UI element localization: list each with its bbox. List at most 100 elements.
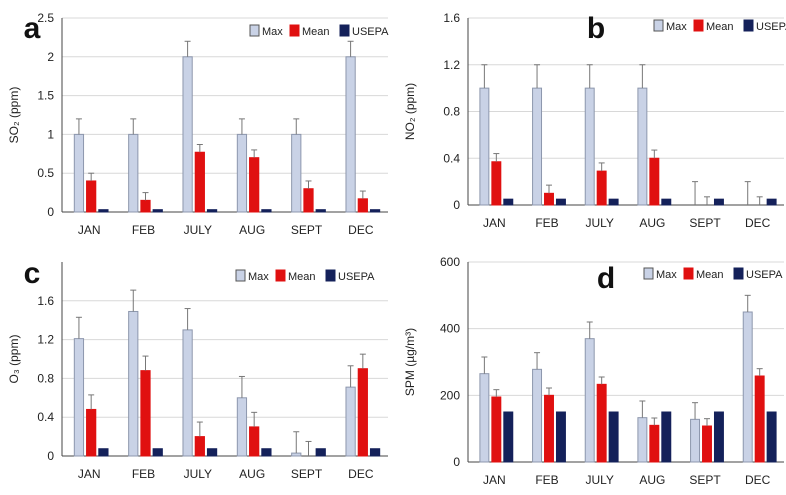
bar-usepa-jan (98, 209, 109, 213)
bar-usepa-aug (661, 411, 672, 463)
bar-mean-feb (544, 394, 554, 463)
bar-max-sept (291, 133, 302, 213)
legend-swatch-usepa (325, 269, 336, 282)
legend-swatch-max (235, 269, 246, 282)
legend-label-mean: Mean (302, 26, 330, 38)
legend-label-max: Max (656, 269, 677, 281)
panel-letter: d (597, 262, 615, 295)
y-tick-label: 0.4 (37, 410, 54, 424)
legend-label-usepa: USEPA (352, 26, 389, 38)
x-tick-label: JAN (483, 216, 506, 230)
bar-usepa-july (608, 198, 619, 206)
y-tick-label: 0 (47, 205, 54, 219)
legend-swatch-mean (275, 269, 286, 282)
bar-usepa-sept (315, 448, 326, 457)
bar-max-july (584, 87, 595, 206)
bar-max-jan (479, 373, 490, 463)
x-tick-label: AUG (639, 473, 665, 487)
bar-usepa-dec (766, 198, 777, 206)
panel-letter: a (24, 12, 41, 45)
bar-mean-jan (86, 408, 97, 457)
bar-mean-july (596, 383, 607, 463)
bar-max-july (584, 338, 595, 463)
legend: Max Mean USEPA (235, 269, 375, 283)
bar-usepa-jan (98, 448, 109, 457)
bar-max-dec (742, 311, 753, 463)
bar-max-feb (128, 310, 139, 457)
bar-usepa-dec (766, 411, 777, 463)
bar-max-feb (532, 87, 543, 206)
y-tick-label: 0.4 (443, 151, 460, 165)
bar-mean-feb (140, 370, 151, 457)
y-tick-label: 1.2 (443, 58, 460, 72)
y-axis-label: O₃ (ppm) (7, 335, 21, 384)
y-tick-label: 1.5 (37, 89, 54, 103)
y-tick-label: 600 (440, 255, 460, 269)
y-tick-label: 0.8 (443, 105, 460, 119)
x-tick-label: JULY (184, 467, 212, 481)
y-tick-label: 200 (440, 388, 460, 402)
legend: Max Mean USEPA (249, 24, 389, 38)
bar-mean-july (194, 436, 205, 457)
x-tick-label: JULY (184, 223, 212, 237)
legend-swatch-max (249, 24, 260, 37)
legend: Max Mean USEPA (653, 19, 786, 33)
x-tick-label: AUG (239, 223, 265, 237)
x-tick-label: SEPT (689, 216, 721, 230)
bar-mean-jan (491, 396, 502, 463)
bar-mean-july (596, 170, 607, 206)
bar-usepa-feb (152, 209, 163, 213)
bar-mean-aug (649, 157, 660, 206)
x-tick-label: AUG (639, 216, 665, 230)
bar-mean-dec (357, 198, 368, 213)
bar-usepa-dec (369, 209, 381, 213)
x-tick-label: FEB (535, 216, 558, 230)
y-tick-label: 0 (47, 449, 54, 463)
x-tick-label: JAN (483, 473, 506, 487)
y-axis-label: SO₂ (ppm) (7, 87, 21, 144)
bar-max-sept (690, 418, 701, 463)
x-tick-label: JULY (585, 216, 613, 230)
y-tick-label: 1.6 (443, 11, 460, 25)
x-tick-label: SEPT (291, 223, 323, 237)
chart-panel-d: 0 200 400 600 SPM (µg/m³) JAN FEB JULY AUG SEPT DE… (403, 255, 784, 487)
legend-label-mean: Mean (288, 271, 316, 283)
bar-mean-aug (649, 424, 660, 463)
legend-label-max: Max (248, 271, 269, 283)
y-tick-label: 0.5 (37, 166, 54, 180)
x-tick-label: SEPT (689, 473, 721, 487)
legend-swatch-mean (683, 267, 694, 280)
bar-mean-dec (754, 375, 765, 463)
y-tick-label: 0.8 (37, 371, 54, 385)
bar-mean-sept (303, 188, 314, 213)
y-tick-label: 0 (453, 455, 460, 469)
bar-mean-feb (544, 192, 554, 206)
bar-usepa-aug (661, 198, 672, 206)
bar-usepa-july (608, 411, 619, 463)
bar-max-aug (637, 417, 648, 463)
bar-max-jan (479, 87, 490, 206)
bar-mean-jan (491, 161, 502, 206)
legend: Max Mean USEPA (643, 267, 783, 281)
bar-usepa-july (206, 209, 218, 213)
bar-mean-aug (249, 157, 260, 213)
x-tick-label: DEC (348, 223, 374, 237)
legend-swatch-usepa (733, 267, 744, 280)
y-tick-label: 1.6 (37, 294, 54, 308)
y-tick-label: 2 (47, 50, 54, 64)
y-tick-label: 2.5 (37, 11, 54, 25)
x-tick-label: JAN (78, 467, 101, 481)
bar-usepa-july (206, 448, 218, 457)
x-tick-label: JULY (585, 473, 613, 487)
legend-swatch-max (653, 19, 664, 32)
bar-max-aug (236, 133, 248, 213)
bar-max-july (182, 56, 193, 213)
y-tick-label: 1.2 (37, 333, 54, 347)
x-tick-label: AUG (239, 467, 265, 481)
legend-swatch-mean (289, 24, 300, 37)
y-axis-label: SPM (µg/m³) (403, 328, 417, 396)
x-tick-label: DEC (745, 473, 771, 487)
bar-mean-sept (702, 425, 712, 463)
x-tick-label: DEC (348, 467, 374, 481)
